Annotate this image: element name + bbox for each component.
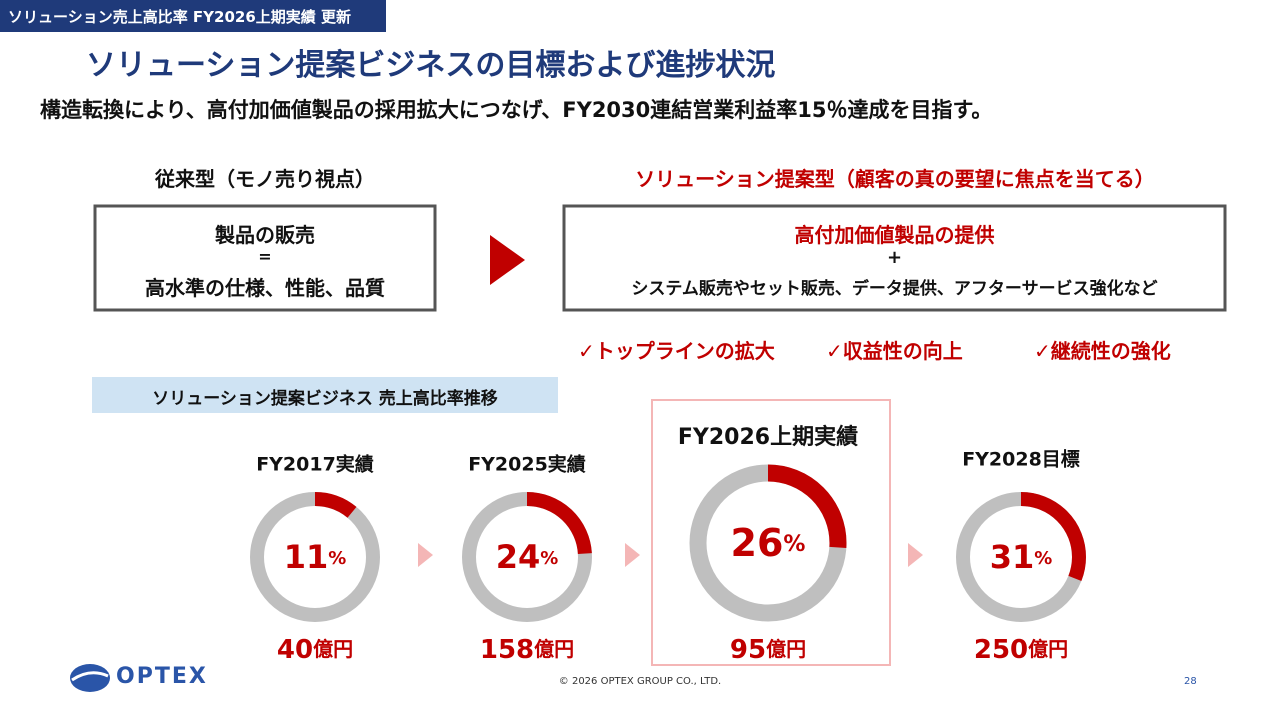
value-unit: % — [1034, 548, 1052, 569]
sales: 40億円 — [277, 635, 353, 665]
benefit: ✓トップラインの拡大 — [578, 339, 775, 363]
value-number: 26 — [731, 521, 784, 565]
chevron — [625, 543, 640, 567]
conventional-heading: 従来型（モノ売り視点） — [155, 167, 375, 191]
value-number: 31 — [990, 538, 1035, 576]
sales-unit: 億円 — [1028, 637, 1068, 661]
donut-value: 11% — [284, 538, 347, 576]
benefit: ✓収益性の向上 — [826, 339, 963, 363]
donut-segment — [250, 492, 380, 622]
logo-mark — [70, 664, 110, 692]
solution-heading: ソリューション提案型（顧客の真の要望に焦点を当てる） — [635, 167, 1155, 191]
value-number: 24 — [496, 538, 541, 576]
donut-segment — [689, 464, 847, 622]
sales-unit: 億円 — [766, 637, 806, 661]
subtitle: 構造転換により、高付加価値製品の採用拡大につなげ、FY2030連結営業利益率15… — [40, 98, 993, 122]
conventional-box — [93, 204, 437, 312]
tag: ソリューション売上高比率 FY2026上期実績 更新 — [8, 8, 352, 26]
value-unit: % — [783, 532, 805, 557]
sales: 250億円 — [974, 635, 1068, 665]
donut-label: FY2025実績 — [468, 453, 586, 476]
solution-box — [562, 204, 1227, 312]
donut-segment — [956, 492, 1086, 622]
sales-unit: 億円 — [313, 637, 353, 661]
box-line: システム販売やセット販売、データ提供、アフターサービス強化など — [631, 279, 1158, 299]
sales-number: 40 — [277, 635, 313, 665]
donut-value: 26% — [731, 521, 806, 565]
donut-value: 24% — [496, 538, 559, 576]
donut-label: FY2026上期実績 — [678, 424, 858, 450]
chevron — [418, 543, 433, 567]
tag-box — [0, 0, 386, 32]
page-number: 28 — [1184, 676, 1197, 687]
box-line: 製品の販売 — [215, 223, 315, 247]
logo: OPTEX — [116, 664, 208, 689]
box-line: + — [886, 247, 903, 268]
chevron — [908, 543, 923, 567]
box-line: 高水準の仕様、性能、品質 — [145, 276, 385, 300]
benefit: ✓継続性の強化 — [1034, 339, 1171, 363]
section-title: ソリューション提案ビジネス 売上高比率推移 — [152, 389, 498, 409]
copyright: © 2026 OPTEX GROUP CO., LTD. — [558, 676, 722, 687]
sales-number: 250 — [974, 635, 1028, 665]
donut-value: 31% — [990, 538, 1053, 576]
sales-unit: 億円 — [534, 637, 574, 661]
donut-segment — [462, 492, 592, 622]
box-line: = — [258, 247, 272, 266]
highlight-box — [651, 399, 891, 666]
sales-number: 95 — [730, 635, 766, 665]
value-unit: % — [540, 548, 558, 569]
section-box — [92, 377, 558, 413]
value-number: 11 — [284, 538, 329, 576]
box-line: 高付加価値製品の提供 — [794, 223, 995, 247]
title: ソリューション提案ビジネスの目標および進捗状況 — [86, 48, 776, 83]
donut-label: FY2028目標 — [962, 448, 1080, 471]
sales-number: 158 — [480, 635, 534, 665]
sales: 158億円 — [480, 635, 574, 665]
value-unit: % — [328, 548, 346, 569]
sales: 95億円 — [730, 635, 806, 665]
logo-swoosh — [71, 671, 109, 682]
arrow — [490, 235, 525, 285]
donut-label: FY2017実績 — [256, 453, 374, 476]
